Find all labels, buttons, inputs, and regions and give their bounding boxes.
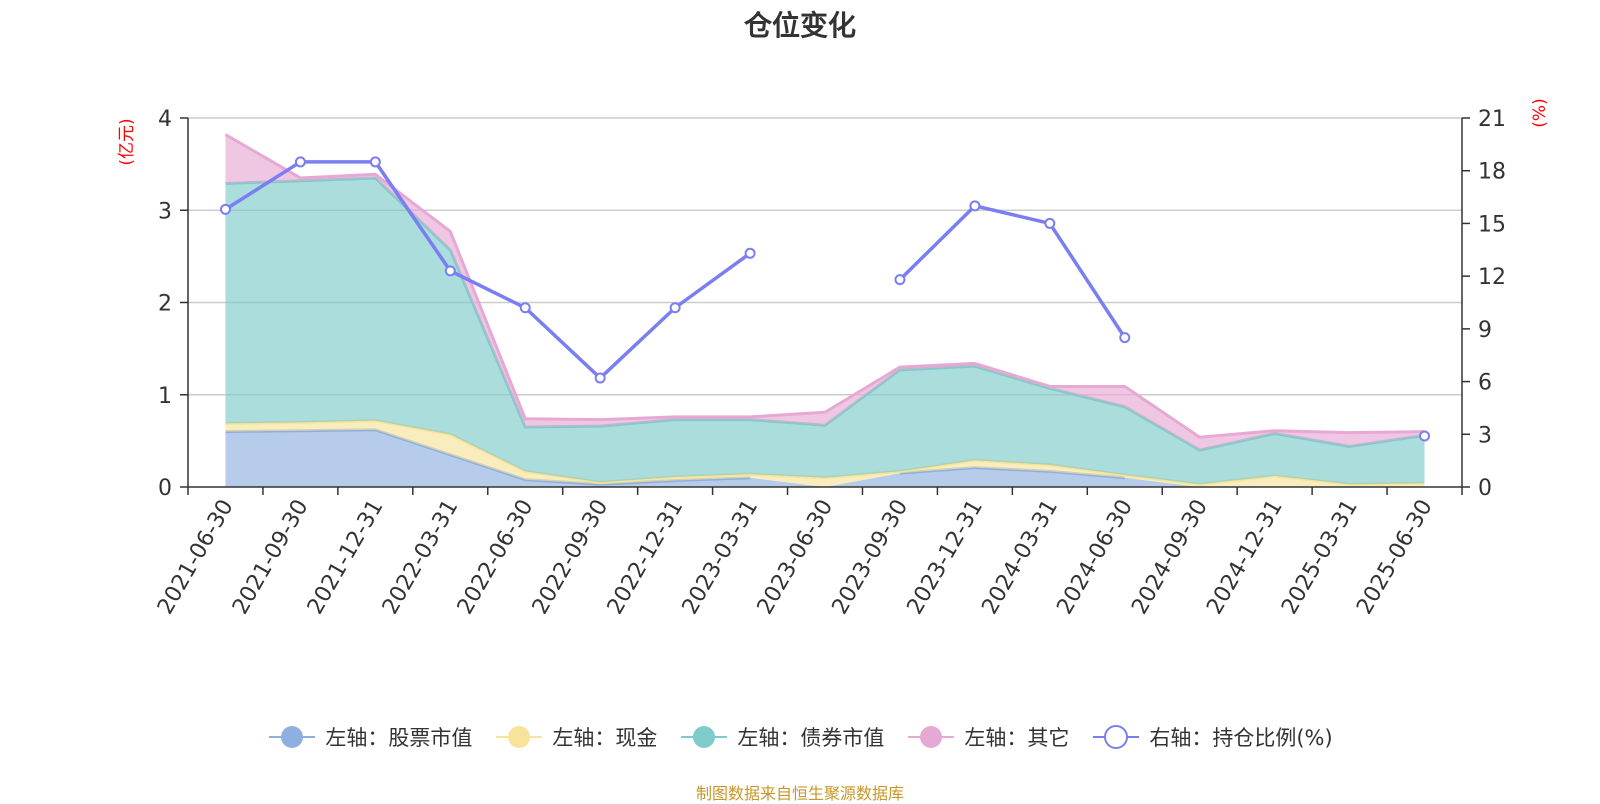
legend-symbol-cash — [496, 726, 543, 748]
legend-label: 左轴：现金 — [552, 726, 658, 750]
x-axis-tick-label: 2023-03-31 — [678, 496, 764, 619]
x-axis-tick-label: 2021-06-30 — [153, 496, 239, 619]
ratio-point — [669, 302, 681, 314]
legend-item-stock[interactable]: 左轴：股票市值 — [267, 722, 472, 752]
right-axis-tick-label: 9 — [1478, 318, 1492, 343]
legend-item-cash[interactable]: 左轴：现金 — [494, 722, 657, 752]
x-axis-tick-label: 2021-12-31 — [303, 496, 389, 619]
x-axis-tick-label: 2022-06-30 — [453, 496, 539, 619]
ratio-point — [1119, 332, 1131, 344]
legend-symbol-bond — [681, 726, 728, 748]
x-axis-tick-label: 2022-03-31 — [378, 496, 464, 619]
x-axis-tick-label: 2021-09-30 — [228, 496, 314, 619]
area-edge-other — [224, 133, 1425, 439]
right-axis-tick-label: 21 — [1478, 107, 1506, 132]
x-axis-tick-label: 2023-12-31 — [902, 496, 988, 619]
x-axis-tick-label: 2025-03-31 — [1277, 496, 1363, 619]
right-axis-unit: (%) — [1530, 98, 1550, 127]
area-layer — [224, 133, 1425, 487]
legend-label: 左轴：股票市值 — [325, 726, 473, 750]
legend-item-ratio[interactable]: 右轴：持仓比例(%) — [1091, 722, 1333, 752]
legend-symbol-stock — [269, 726, 316, 748]
left-axis-tick-label: 3 — [158, 199, 172, 224]
ratio-point — [294, 156, 306, 168]
legend-label: 左轴：其它 — [964, 726, 1070, 750]
line-layer — [219, 156, 1431, 442]
right-axis-tick-label: 3 — [1478, 423, 1492, 448]
ratio-point — [744, 247, 756, 259]
left-axis-tick-label: 2 — [158, 292, 172, 317]
axis-layer — [180, 117, 1470, 495]
x-axis-tick-label: 2024-03-31 — [977, 496, 1063, 619]
area-stock — [225, 429, 1425, 487]
ratio-point — [219, 203, 231, 215]
legend-symbol-ratio — [1093, 725, 1140, 749]
x-axis-tick-label: 2024-12-31 — [1202, 496, 1288, 619]
x-axis-tick-label: 2024-06-30 — [1052, 496, 1138, 619]
ratio-point — [969, 200, 981, 212]
data-source-note: 制图数据来自恒生聚源数据库 — [695, 784, 904, 803]
right-axis-tick-label: 6 — [1478, 371, 1492, 396]
legend-label: 右轴：持仓比例(%) — [1149, 726, 1333, 750]
chart-legend: 左轴：股票市值 左轴：现金 左轴：债券市值 左轴：其它 右轴：持仓比例(%) — [0, 722, 1600, 752]
legend-item-other[interactable]: 左轴：其它 — [906, 722, 1069, 752]
right-axis-tick-label: 18 — [1478, 160, 1506, 185]
ratio-point — [444, 265, 456, 277]
x-axis-tick-label: 2022-12-31 — [603, 496, 689, 619]
ratio-point — [594, 372, 606, 384]
legend-label: 左轴：债券市值 — [737, 726, 885, 750]
ratio-point — [1044, 217, 1056, 229]
x-axis-tick-label: 2023-06-30 — [753, 496, 839, 619]
right-axis-tick-label: 15 — [1478, 212, 1506, 237]
left-axis-tick-label: 4 — [158, 107, 172, 132]
ratio-point — [519, 302, 531, 314]
x-axis-tick-label: 2024-09-30 — [1127, 496, 1213, 619]
right-axis-tick-label: 12 — [1478, 265, 1506, 290]
x-axis-tick-label: 2022-09-30 — [528, 496, 614, 619]
left-axis-tick-label: 1 — [158, 384, 172, 409]
ratio-point — [1419, 430, 1431, 442]
ratio-point — [369, 156, 381, 168]
legend-item-bond[interactable]: 左轴：债券市值 — [679, 722, 884, 752]
left-axis-tick-label: 0 — [158, 476, 172, 501]
legend-symbol-other — [908, 726, 955, 748]
ratio-point — [894, 274, 906, 286]
right-axis-tick-label: 0 — [1478, 476, 1492, 501]
x-axis-tick-label: 2025-06-30 — [1352, 496, 1438, 619]
x-axis-tick-label: 2023-09-30 — [828, 496, 914, 619]
chart-title: 仓位变化 — [743, 9, 856, 42]
position-chart: 01234036912151821(亿元)(%)2021-06-302021-0… — [117, 98, 1550, 619]
left-axis-unit: (亿元) — [117, 118, 137, 165]
